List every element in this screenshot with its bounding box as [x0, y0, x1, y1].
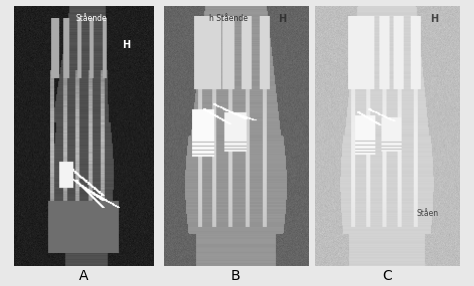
- Text: H: H: [278, 13, 286, 23]
- Text: Ståen: Ståen: [417, 209, 439, 218]
- Text: C: C: [383, 269, 392, 283]
- Text: Stående: Stående: [75, 13, 107, 23]
- Text: H: H: [430, 13, 438, 23]
- Text: h Stående: h Stående: [209, 13, 248, 23]
- Text: B: B: [231, 269, 241, 283]
- Text: H: H: [122, 39, 130, 49]
- Text: A: A: [79, 269, 89, 283]
